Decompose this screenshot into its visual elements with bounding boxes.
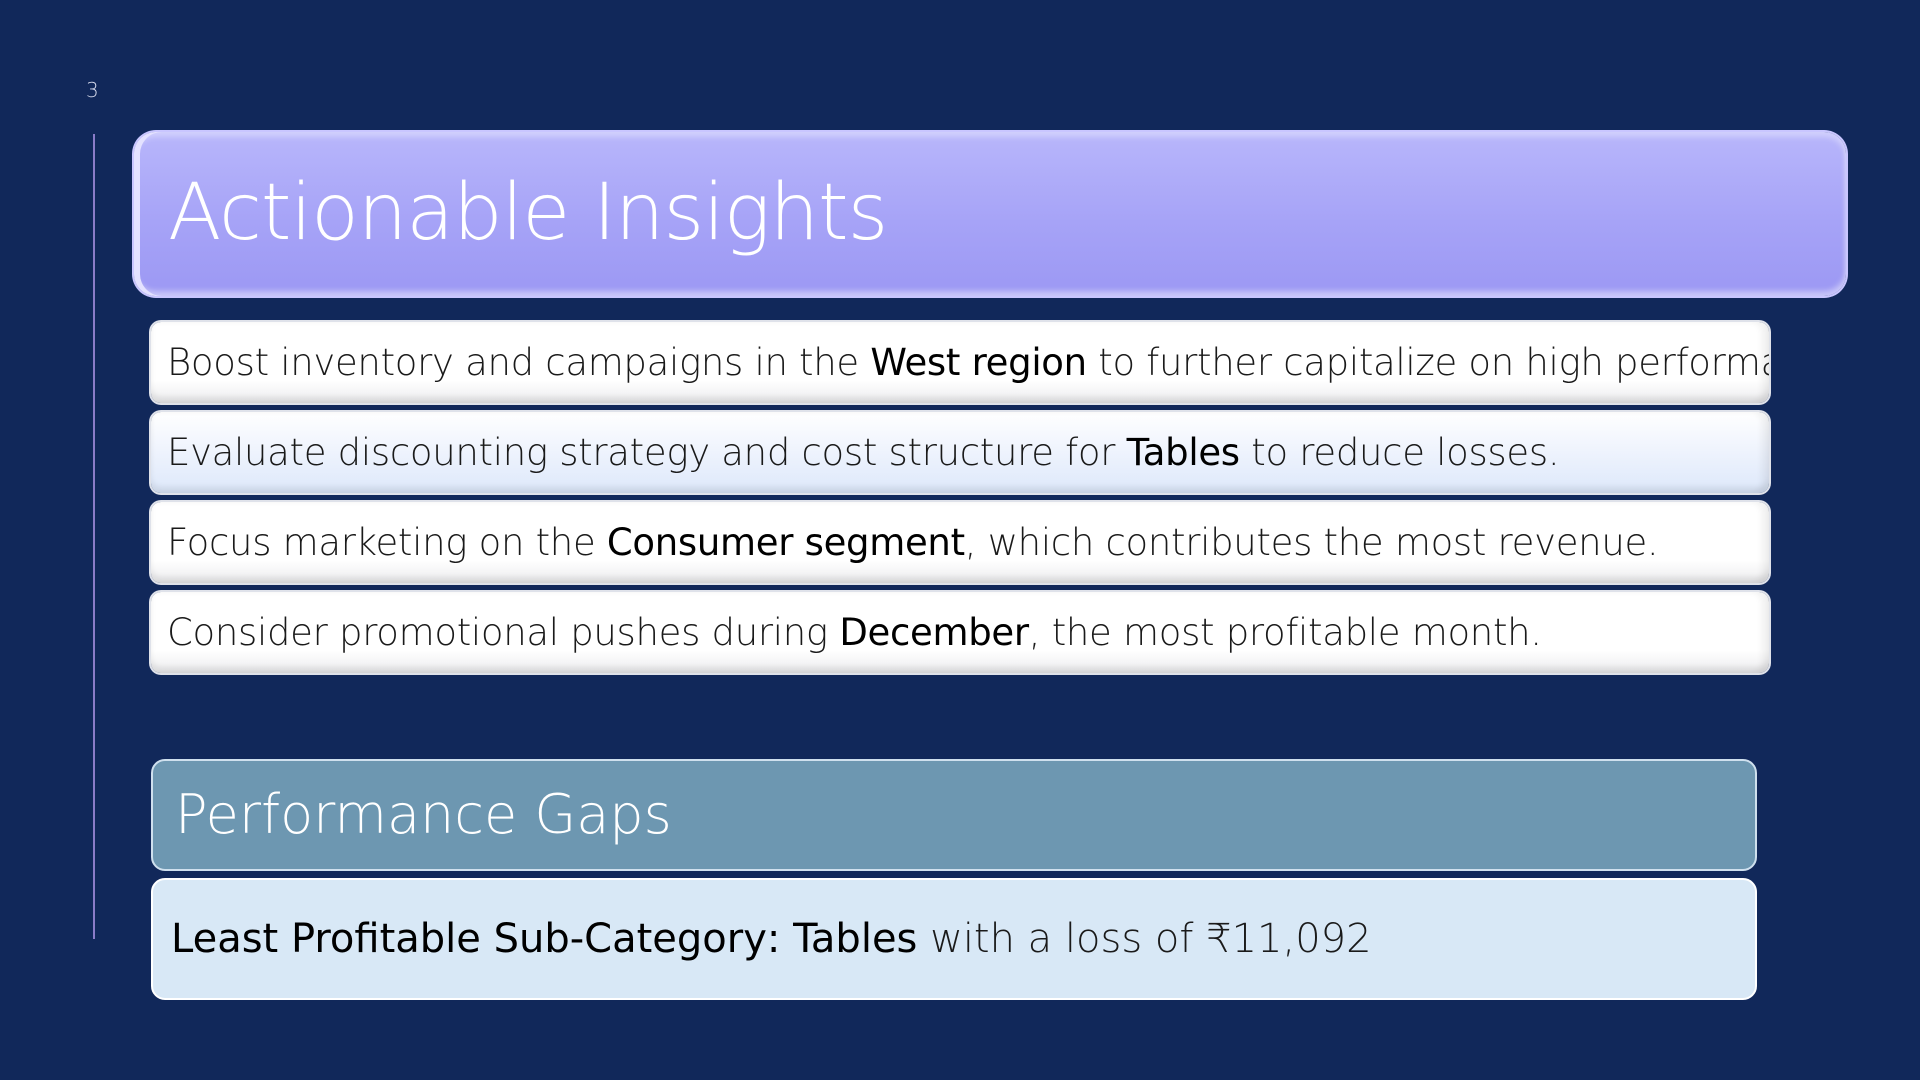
insight-highlight: Tables [1126, 431, 1240, 474]
insight-item-consumer-segment: Focus marketing on the Consumer segment,… [151, 502, 1769, 583]
insight-highlight: West region [870, 341, 1087, 384]
insight-text: Consider promotional pushes during [167, 611, 840, 654]
performance-gaps-body: Least Profitable Sub-Category: Tables wi… [151, 878, 1757, 1000]
insight-highlight: December [839, 611, 1029, 654]
insight-text: Boost inventory and campaigns in the [167, 341, 871, 384]
insight-item-december: Consider promotional pushes during Decem… [151, 592, 1769, 673]
insight-text: Evaluate discounting strategy and cost s… [167, 431, 1127, 474]
insight-item-west-region: Boost inventory and campaigns in the Wes… [151, 322, 1769, 403]
performance-gaps-title: Performance Gaps [175, 783, 672, 846]
insights-list: Boost inventory and campaigns in the Wes… [151, 322, 1769, 682]
slide-number: 3 [86, 78, 99, 102]
gap-label: Least Profitable Sub-Category [171, 916, 767, 962]
insight-text: to further capitalize on high performanc… [1098, 341, 1769, 384]
gap-detail: with a loss of ₹11,092 [917, 916, 1372, 962]
insight-text: Focus marketing on the [167, 521, 607, 564]
slide-title: Actionable Insights [168, 168, 888, 258]
insight-item-tables: Evaluate discounting strategy and cost s… [151, 412, 1769, 493]
gap-separator: : [766, 916, 794, 962]
insight-text: to reduce losses. [1239, 431, 1560, 474]
title-banner: Actionable Insights [134, 132, 1846, 296]
insight-text: , which contributes the most revenue. [964, 521, 1659, 564]
insight-highlight: Consumer segment [606, 521, 965, 564]
performance-gaps-header: Performance Gaps [151, 759, 1757, 871]
gap-highlight: Tables [793, 916, 918, 962]
vertical-divider [93, 134, 95, 939]
insight-text: , the most profitable month. [1028, 611, 1542, 654]
